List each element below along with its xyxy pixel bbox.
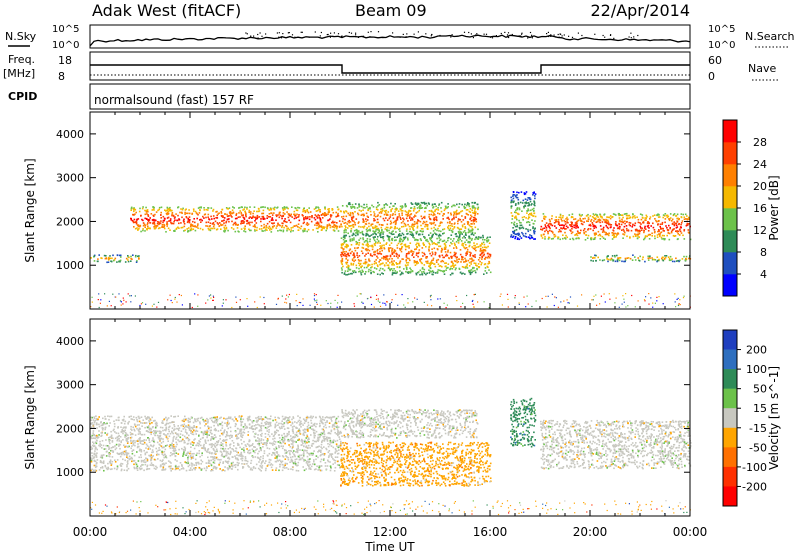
colorbar-tick-cbar2-5: -50 (749, 441, 767, 454)
colorbar-tick-cbar1-5: 24 (753, 158, 767, 171)
nsearch-tick-bottom: 10^0 (708, 40, 735, 51)
freq-trace (90, 64, 690, 74)
colorbar-swatch-cbar2-3 (723, 388, 737, 409)
x-tick-label-1: 04:00 (173, 525, 208, 539)
nsky-panel (89, 24, 691, 49)
y-tick-label-1-1: 2000 (56, 422, 84, 435)
colorbar-tick-cbar2-1: 100 (746, 363, 767, 376)
colorbar-swatch-cbar1-0 (723, 274, 737, 297)
velocity-echo-band-1 (340, 408, 479, 439)
colorbar-swatch-cbar2-6 (723, 447, 737, 468)
nave-label: Nave (748, 62, 776, 75)
power-echo-band-6 (590, 254, 692, 263)
power-ground-scatter (90, 293, 691, 309)
colorbar-tick-cbar1-0: 4 (760, 268, 767, 281)
colorbar-tick-cbar2-6: -100 (742, 461, 767, 474)
cpid-program: normalsound (fast) 157 RF (94, 93, 254, 107)
velocity-panel: 1000 2000 3000 4000 Slant Range [km] (23, 318, 692, 517)
power-echo-band-1 (130, 206, 342, 233)
colorbar-tick-cbar1-4: 20 (753, 180, 767, 193)
nsky-trace (89, 34, 691, 47)
velocity-ground-scatter (90, 500, 691, 516)
x-tick-label-6: 00:00 (673, 525, 708, 539)
colorbar-swatch-cbar1-6 (723, 142, 737, 165)
y-tick-label-0-0: 1000 (56, 259, 84, 272)
colorbar-swatch-cbar1-1 (723, 252, 737, 275)
time-axis: 00:00 04:00 08:00 12:00 16:00 20:00 00:00 (73, 525, 708, 539)
x-tick-label-0: 00:00 (73, 525, 108, 539)
colorbar-tick-cbar2-0: 200 (746, 344, 767, 357)
colorbar-swatch-cbar2-5 (723, 427, 737, 448)
nsearch-tick-top: 10^5 (708, 24, 735, 35)
velocity-echo-band-3 (510, 397, 537, 448)
x-axis-label: Time UT (364, 540, 415, 554)
colorbar-tick-cbar1-3: 16 (753, 202, 767, 215)
nave-tick-top: 60 (708, 54, 722, 67)
colorbar-label-cbar2: Velocity [m s^-1] (767, 366, 781, 470)
power-colorbar: 4 8 12 16 20 24 28 Power [dB] (722, 119, 781, 297)
colorbar-tick-cbar2-2: 50 (753, 383, 767, 396)
colorbar-tick-cbar2-4: -15 (749, 422, 767, 435)
colorbar-tick-cbar2-3: 15 (753, 402, 767, 415)
nsky-tick-top: 10^5 (52, 24, 79, 35)
y-tick-label-0-1: 2000 (56, 215, 84, 228)
colorbar-swatch-cbar2-7 (723, 466, 737, 487)
colorbar-swatch-cbar2-8 (723, 486, 737, 507)
velocity-echo-band-2 (340, 441, 492, 487)
power-echo-band-0 (90, 254, 140, 264)
colorbar-swatch-cbar1-4 (723, 186, 737, 209)
y-tick-label-0-2: 3000 (56, 172, 84, 185)
power-echo-band-5 (540, 212, 692, 241)
y-tick-label-0-3: 4000 (56, 128, 84, 141)
colorbar-swatch-cbar1-3 (723, 208, 737, 231)
freq-label: Freq. (8, 53, 35, 66)
x-tick-label-2: 08:00 (273, 525, 308, 539)
beam-title: Beam 09 (355, 1, 427, 20)
power-echo-band-3 (340, 234, 492, 276)
y-tick-label-1-0: 1000 (56, 466, 84, 479)
colorbar-tick-cbar1-1: 8 (760, 246, 767, 259)
date-title: 22/Apr/2014 (590, 1, 690, 20)
colorbar-swatch-cbar2-4 (723, 408, 737, 429)
x-tick-label-3: 12:00 (373, 525, 408, 539)
nsearch-label: N.Search (745, 30, 795, 43)
colorbar-swatch-cbar1-5 (723, 164, 737, 187)
y-axis-label-0: Slant Range [km] (23, 158, 37, 262)
nave-tick-bottom: 0 (708, 70, 715, 83)
colorbar-tick-cbar2-7: -200 (742, 480, 767, 493)
colorbar-swatch-cbar2-0 (723, 330, 737, 350)
colorbar-tick-cbar1-2: 12 (753, 224, 767, 237)
y-tick-label-1-3: 4000 (56, 335, 84, 348)
velocity-echo-band-0 (90, 415, 342, 472)
colorbar-swatch-cbar2-1 (723, 349, 737, 370)
freq-tick-bottom: 8 (58, 70, 65, 83)
y-axis-label-1: Slant Range [km] (23, 365, 37, 469)
x-tick-label-5: 20:00 (573, 525, 608, 539)
y-tick-label-1-2: 3000 (56, 379, 84, 392)
station-title: Adak West (fitACF) (92, 1, 241, 20)
freq-unit-label: [MHz] (3, 67, 35, 80)
cpid-label: CPID (8, 90, 37, 103)
colorbar-swatch-cbar1-7 (723, 120, 737, 143)
nsky-tick-bottom: 10^0 (52, 40, 79, 51)
nsearch-trace (245, 31, 639, 39)
colorbar-label-cbar1: Power [dB] (767, 175, 781, 240)
colorbar-swatch-cbar2-2 (723, 369, 737, 389)
power-echo-band-2 (340, 201, 480, 237)
freq-panel (89, 51, 691, 81)
velocity-echo-band-4 (540, 419, 692, 470)
nsky-label: N.Sky (5, 30, 37, 43)
colorbar-tick-cbar1-6: 28 (753, 136, 767, 149)
power-echo-band-4 (510, 191, 537, 241)
x-tick-label-4: 16:00 (473, 525, 508, 539)
colorbar-swatch-cbar1-2 (723, 230, 737, 253)
freq-tick-top: 18 (58, 54, 72, 67)
cpid-panel (89, 83, 691, 110)
power-panel: 1000 2000 3000 4000 Slant Range [km] (23, 111, 692, 310)
